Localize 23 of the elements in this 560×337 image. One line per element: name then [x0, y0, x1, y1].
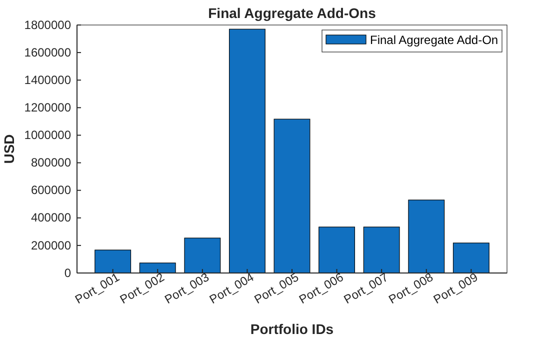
- y-tick-label: 800000: [30, 156, 72, 170]
- y-tick-label: 0: [64, 266, 72, 280]
- legend-label: Final Aggregate Add-On: [370, 33, 498, 47]
- chart-title: Final Aggregate Add-Ons: [208, 5, 376, 21]
- y-tick-label: 600000: [30, 183, 72, 198]
- bar: [363, 226, 400, 274]
- bar: [228, 28, 266, 274]
- y-tick-label: 1400000: [24, 72, 72, 87]
- y-tick-label: 1200000: [24, 100, 72, 115]
- x-axis-title: Portfolio IDs: [250, 321, 334, 337]
- y-tick-label: 400000: [30, 210, 72, 225]
- y-axis-title: USD: [1, 134, 17, 164]
- bar: [139, 262, 176, 274]
- bar: [452, 242, 490, 274]
- bar: [318, 226, 356, 274]
- y-tick-label: 1600000: [24, 45, 72, 60]
- y-tick-label: 1800000: [24, 18, 72, 32]
- y-tick-label: 200000: [30, 238, 72, 252]
- bar: [408, 200, 445, 274]
- y-tick-label: 1000000: [24, 128, 72, 142]
- bar: [274, 118, 310, 274]
- bar: [184, 238, 221, 274]
- bar: [94, 250, 132, 274]
